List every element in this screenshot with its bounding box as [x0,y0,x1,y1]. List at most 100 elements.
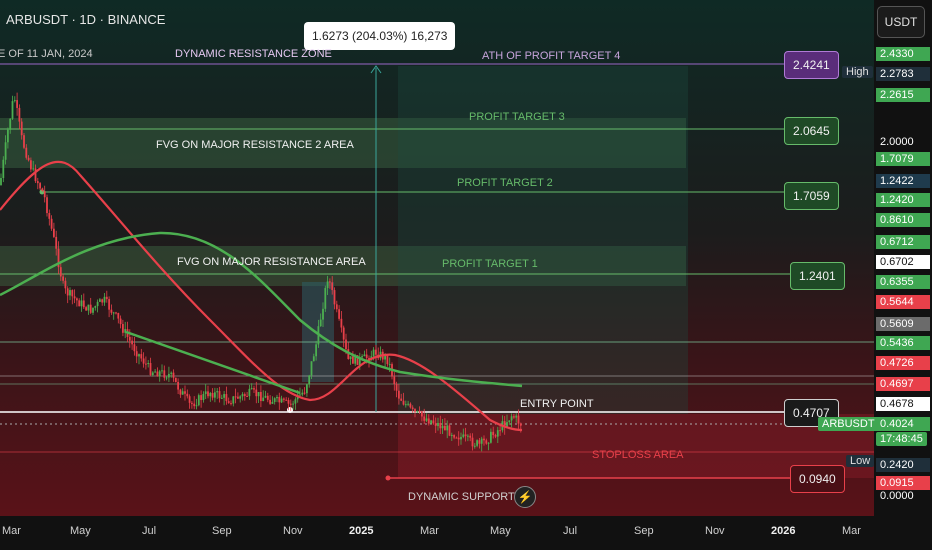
candle-body [41,188,44,192]
candle-body [335,304,338,310]
candle-body [278,396,281,403]
candle-body [352,356,354,364]
candle-body [147,363,150,365]
pt1-price-box: 1.2401 [790,262,845,290]
candle-body [227,401,230,404]
candle-body [234,396,237,398]
time-axis-label: May [70,525,91,537]
time-axis-label: Nov [283,525,303,537]
candle-body [124,329,127,333]
currency-button[interactable]: USDT [877,6,925,38]
candle-body [36,181,39,184]
profit-target-1-label: PROFIT TARGET 1 [442,258,538,270]
candle-body [324,288,327,309]
candle-body [85,307,87,311]
candle-body [485,440,488,444]
candle-body [260,391,262,402]
candle-body [101,299,104,303]
candle-body [122,324,124,333]
time-axis-label: 2025 [349,525,374,537]
candle-body [496,430,499,437]
price-axis-label: 0.6712 [876,235,930,249]
candle-body [349,356,352,359]
candle-body [9,118,12,130]
price-axis-label: 1.7079 [876,152,930,166]
candle-body [168,373,170,378]
candle-body [16,100,18,108]
candle-body [255,389,258,397]
candle-body [289,403,292,405]
candle-body [99,299,101,302]
fvg-2-label: FVG ON MAJOR RESISTANCE 2 AREA [156,139,354,151]
trendline [125,330,301,395]
candle-body [416,411,419,413]
candle-body [154,371,156,373]
candle-body [361,356,363,358]
candle-body [163,370,166,378]
dynamic-resistance-label: DYNAMIC RESISTANCE ZONE [175,48,332,60]
time-axis-label: May [490,525,511,537]
alert-bolt-icon[interactable]: ⚡ [514,486,536,508]
candle-body [473,445,476,447]
candle-body [273,398,276,402]
candle-body [248,388,251,397]
candle-body [478,440,481,444]
candle-body [384,355,386,360]
candle-body [439,422,442,429]
candle-body [393,376,396,385]
candle-body [444,425,446,431]
candle-body [425,418,428,421]
candle-body [230,403,232,405]
candle-body [76,298,78,301]
candle-body [375,349,377,355]
candle-body [18,107,21,122]
candle-body [243,394,246,396]
price-axis-label: 0.4024 [876,417,930,431]
candle-body [402,400,405,405]
candle-body [333,290,336,305]
profit-target-2-label: PROFIT TARGET 2 [457,177,553,189]
candle-body [494,435,497,437]
entry-price-box: 0.4707 [784,399,839,427]
candle-body [448,425,451,436]
time-axis-label: Mar [842,525,861,537]
candle-body [237,396,239,399]
candle-body [66,288,69,296]
candle-body [246,395,248,397]
candle-body [78,300,81,307]
low-label: Low [846,455,875,467]
candle-body [82,300,85,308]
candle-body [453,434,455,438]
price-axis-label: 0.6702 [876,255,930,269]
price-axis-label: 0.0915 [876,476,930,490]
candle-body [354,355,357,364]
candle-body [340,318,343,328]
candle-body [32,168,35,170]
candle-body [345,339,347,350]
time-axis-label: Jul [142,525,157,537]
candle-body [177,382,179,390]
candle-body [46,197,48,214]
candle-body [133,344,136,352]
time-axis-label: Sep [212,525,232,537]
candle-body [158,371,161,377]
entry-anchor [287,407,293,413]
candle-body [437,422,439,427]
candle-body [490,431,492,443]
candle-body [386,355,389,365]
candle-body [220,397,223,399]
measure-tooltip: 1.6273 (204.03%) 16,273 [304,22,456,50]
pt2-price-box: 1.7059 [784,182,839,210]
candle-body [200,395,202,401]
price-axis-label: 2.4330 [876,47,930,61]
time-axis-label: Sep [634,525,654,537]
symbol-title: ARBUSDT · 1D · BINANCE [6,12,166,27]
candle-body [455,437,458,439]
candle-body [519,423,522,426]
candle-body [103,296,106,303]
candle-body [398,390,400,399]
candle-body [388,364,391,366]
candle-body [476,440,478,446]
ath-target-label: ATH OF PROFIT TARGET 4 [482,50,621,62]
